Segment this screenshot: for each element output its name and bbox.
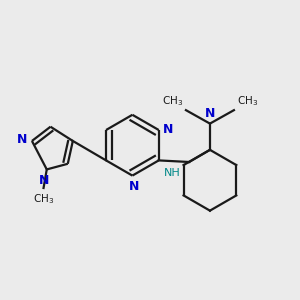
Text: N: N	[39, 174, 50, 187]
Text: CH$_3$: CH$_3$	[236, 94, 258, 108]
Text: CH$_3$: CH$_3$	[162, 94, 183, 108]
Text: N: N	[129, 180, 139, 193]
Text: N: N	[163, 122, 173, 136]
Text: N: N	[17, 133, 27, 146]
Text: N: N	[205, 107, 215, 120]
Text: CH$_3$: CH$_3$	[33, 192, 54, 206]
Text: NH: NH	[164, 168, 181, 178]
